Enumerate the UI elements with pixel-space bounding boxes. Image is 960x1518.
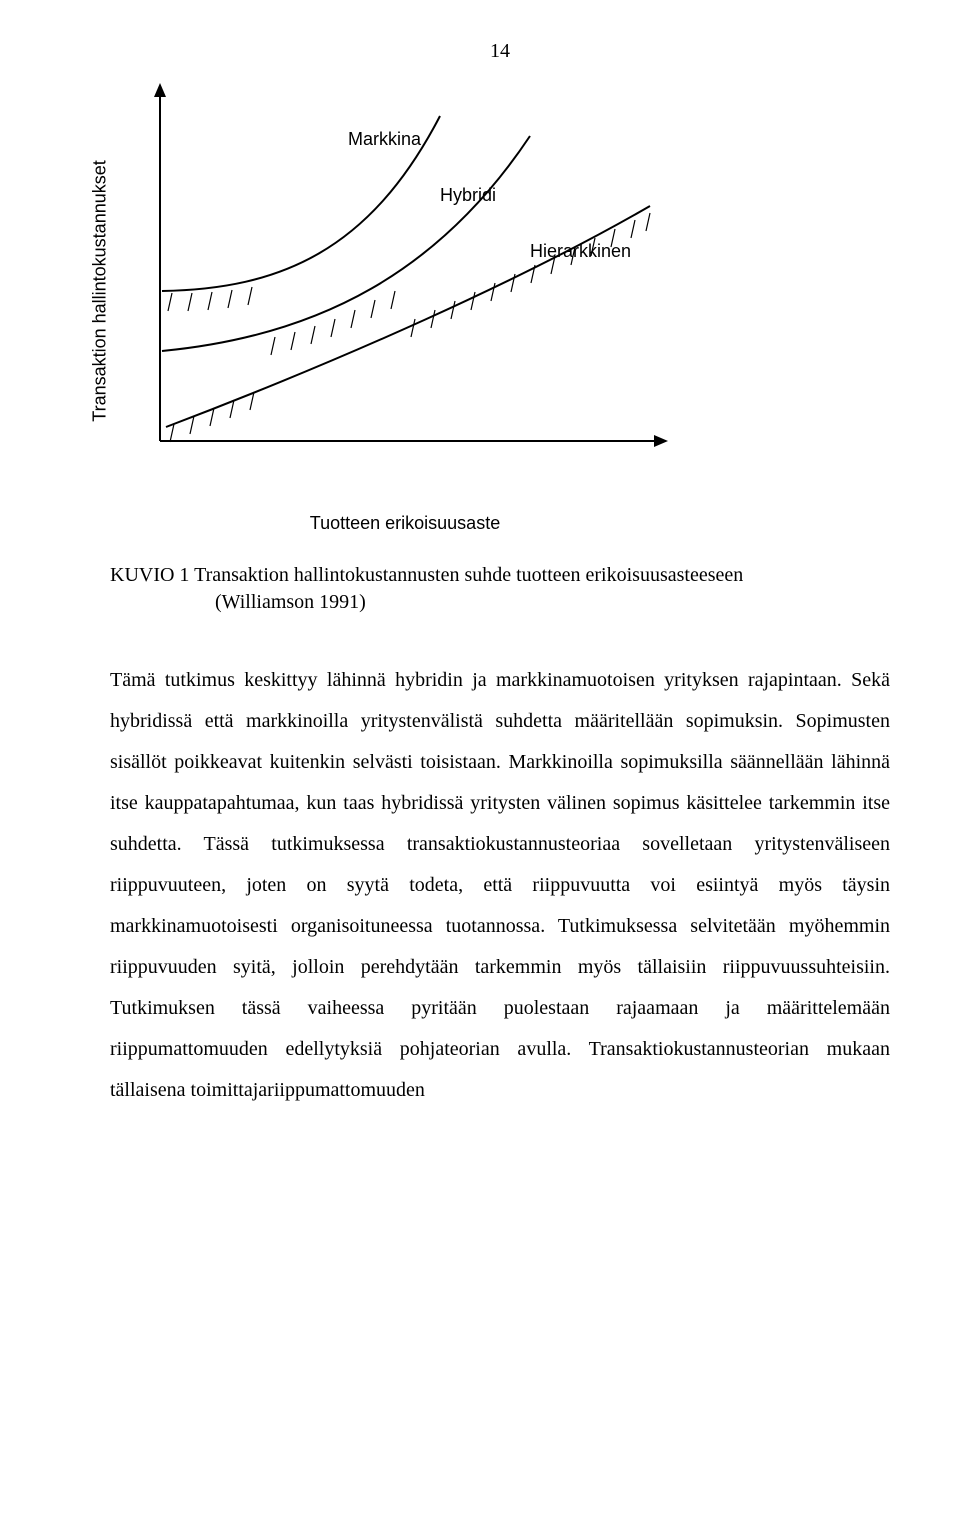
chart-container: Transaktion hallintokustannukset (110, 81, 670, 501)
body-paragraph: Tämä tutkimus keskittyy lähinnä hybridin… (110, 660, 890, 1111)
label-hybridi: Hybridi (440, 185, 496, 206)
label-markkina: Markkina (348, 129, 421, 150)
x-axis-label: Tuotteen erikoisuusaste (140, 513, 670, 534)
caption-prefix: KUVIO 1 (110, 564, 194, 586)
curve-hierarkkinen (166, 206, 650, 427)
caption-line2: (Williamson 1991) (110, 589, 890, 616)
x-axis-arrow-icon (654, 435, 668, 447)
label-hierarkkinen: Hierarkkinen (530, 241, 631, 262)
figure-caption: KUVIO 1 Transaktion hallintokustannusten… (110, 562, 890, 616)
caption-line1: Transaktion hallintokustannusten suhde t… (194, 564, 743, 586)
y-axis-label: Transaktion hallintokustannukset (90, 160, 111, 421)
page-container: 14 Transaktion hallintokustannukset (0, 0, 960, 1518)
curve-hybridi (162, 136, 530, 351)
y-axis-arrow-icon (154, 83, 166, 97)
page-number: 14 (110, 40, 890, 63)
